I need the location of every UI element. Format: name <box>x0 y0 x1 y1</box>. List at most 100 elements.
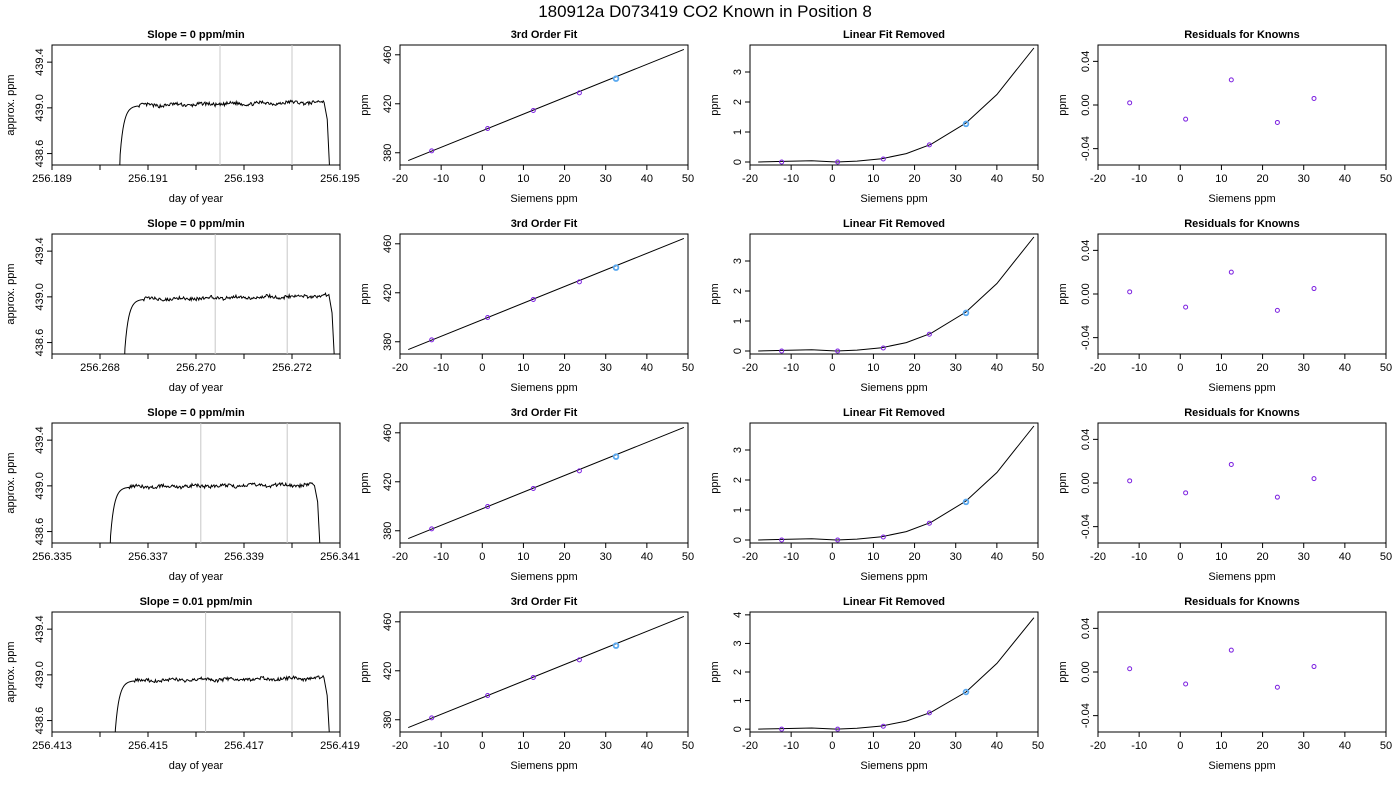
data-point <box>530 108 536 114</box>
x-tick-label: 20 <box>1256 362 1268 374</box>
data-point <box>1228 269 1234 275</box>
panel-fit-row2: 3rd Order Fit Siemens ppm ppm -20 -10 0 10 20 30… <box>359 218 694 394</box>
data-point <box>429 715 435 721</box>
data-point <box>485 693 491 699</box>
x-tick-label: 10 <box>1215 173 1227 185</box>
x-tick-label: 256.193 <box>224 173 264 185</box>
plot-frame <box>399 233 689 355</box>
data-point <box>1228 647 1234 653</box>
x-axis-label: day of year <box>169 382 224 394</box>
x-tick-label: 20 <box>908 551 920 563</box>
x-tick-label: 40 <box>1339 173 1351 185</box>
y-axis-label: ppm <box>359 94 371 115</box>
y-tick-label: 2 <box>732 669 744 675</box>
data-point <box>485 126 491 132</box>
y-tick-label: -0.04 <box>1080 325 1092 350</box>
x-axis-label: Siemens ppm <box>1208 193 1275 205</box>
panel-title: Slope = 0 ppm/min <box>147 407 245 419</box>
plot-frame <box>1097 233 1387 355</box>
x-tick-label: 50 <box>1032 173 1044 185</box>
panel-timeseries-row1: Slope = 0 ppm/min day of year approx. ppm 2… <box>5 29 360 205</box>
x-axis-label: Siemens ppm <box>1208 760 1275 772</box>
y-tick-label: 439.4 <box>34 426 46 454</box>
data-point <box>576 90 582 96</box>
panel-linear_removed-row4: Linear Fit Removed Siemens ppm ppm -20 -10 0 1… <box>709 596 1044 772</box>
data-point <box>835 159 841 165</box>
x-tick-label: 20 <box>558 740 570 752</box>
y-tick-label: 439.4 <box>34 237 46 265</box>
x-tick-label: -20 <box>742 362 758 374</box>
data-point <box>530 486 536 492</box>
data-point <box>1127 478 1133 484</box>
x-tick-label: 50 <box>682 551 694 563</box>
x-tick-label: 40 <box>1339 551 1351 563</box>
x-tick-label: 50 <box>1032 362 1044 374</box>
panel-linear_removed-row2: Linear Fit Removed Siemens ppm ppm -20 -10 0 1… <box>709 218 1044 394</box>
x-tick-label: 30 <box>600 740 612 752</box>
panel-title: Linear Fit Removed <box>843 29 945 41</box>
data-point <box>880 534 886 540</box>
x-tick-label: 256.195 <box>320 173 360 185</box>
data-point <box>613 265 619 271</box>
x-tick-label: 40 <box>641 740 653 752</box>
y-axis-label: ppm <box>709 661 721 682</box>
y-tick-label: 438.6 <box>34 329 46 357</box>
x-tick-label: -10 <box>433 362 449 374</box>
x-tick-label: 20 <box>558 173 570 185</box>
panel-title: Linear Fit Removed <box>843 407 945 419</box>
x-axis-label: Siemens ppm <box>860 571 927 583</box>
plot-frame <box>51 233 341 355</box>
x-tick-label: 256.415 <box>128 740 168 752</box>
panel-fit-row3: 3rd Order Fit Siemens ppm ppm -20 -10 0 10 20 30… <box>359 407 694 583</box>
x-tick-label: 30 <box>1298 173 1310 185</box>
y-tick-label: 420 <box>382 95 394 113</box>
x-tick-label: 256.419 <box>320 740 360 752</box>
concentration-trace <box>109 481 321 543</box>
y-axis-label: ppm <box>1057 94 1069 115</box>
x-tick-label: -10 <box>433 551 449 563</box>
y-tick-label: 0 <box>732 726 744 732</box>
x-tick-label: 0 <box>829 551 835 563</box>
x-tick-label: 256.268 <box>80 362 120 374</box>
y-tick-label: 420 <box>382 284 394 302</box>
x-tick-label: 256.339 <box>224 551 264 563</box>
y-tick-label: 0.04 <box>1080 240 1092 261</box>
data-point <box>1127 100 1133 106</box>
x-axis-label: Siemens ppm <box>510 760 577 772</box>
cubic-curve <box>758 47 1035 163</box>
x-tick-label: -10 <box>433 740 449 752</box>
data-point <box>1127 289 1133 295</box>
x-tick-label: 50 <box>1380 173 1392 185</box>
x-tick-label: 256.337 <box>128 551 168 563</box>
data-point <box>1311 286 1317 292</box>
x-tick-label: -10 <box>783 740 799 752</box>
data-point <box>576 279 582 285</box>
y-tick-label: 0 <box>732 348 744 354</box>
data-point <box>835 348 841 354</box>
x-tick-label: -20 <box>392 362 408 374</box>
x-tick-label: 10 <box>867 740 879 752</box>
y-axis-label: ppm <box>359 472 371 493</box>
x-tick-label: -10 <box>1131 362 1147 374</box>
panel-fit-row4: 3rd Order Fit Siemens ppm ppm -20 -10 0 10 20 30… <box>359 596 694 772</box>
x-tick-label: 40 <box>991 362 1003 374</box>
x-tick-label: 50 <box>1032 551 1044 563</box>
x-tick-label: 10 <box>517 551 529 563</box>
x-tick-label: 20 <box>1256 740 1268 752</box>
x-tick-label: 20 <box>908 173 920 185</box>
y-axis-label: ppm <box>1057 661 1069 682</box>
x-tick-label: 50 <box>682 362 694 374</box>
panel-title: Slope = 0 ppm/min <box>147 29 245 41</box>
x-tick-label: 10 <box>867 362 879 374</box>
x-tick-label: -20 <box>392 740 408 752</box>
x-tick-label: 50 <box>1032 740 1044 752</box>
x-tick-label: -10 <box>783 362 799 374</box>
plot-frame <box>51 422 341 544</box>
x-tick-label: -20 <box>1090 551 1106 563</box>
y-axis-label: ppm <box>1057 472 1069 493</box>
x-tick-label: 30 <box>600 362 612 374</box>
x-tick-label: 50 <box>682 740 694 752</box>
panel-title: Residuals for Knowns <box>1184 29 1300 41</box>
data-point <box>963 121 969 127</box>
x-tick-label: 0 <box>479 551 485 563</box>
